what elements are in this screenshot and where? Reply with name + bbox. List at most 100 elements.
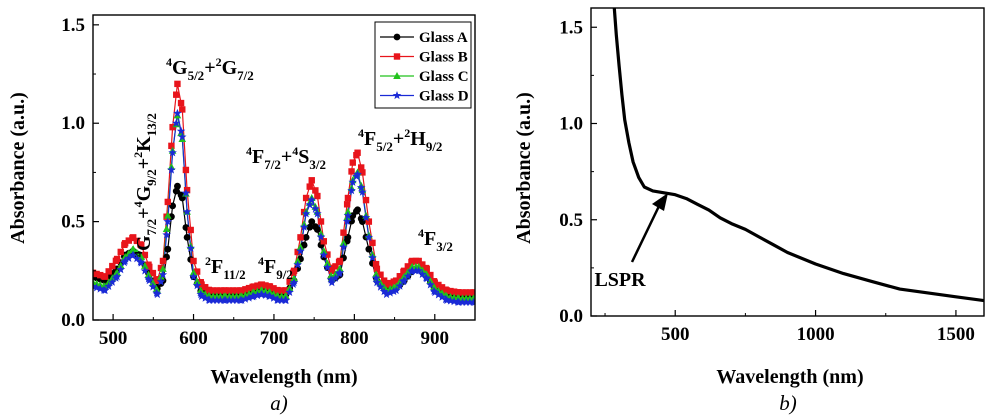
data-point <box>426 276 435 284</box>
data-point <box>162 230 171 239</box>
y-tick-label: 1.5 <box>61 15 85 36</box>
data-point <box>358 187 367 196</box>
data-point <box>465 297 475 306</box>
data-point <box>156 277 166 286</box>
data-point <box>145 276 154 285</box>
data-point <box>431 279 438 286</box>
panel-b-y-axis-label: Absorbance (a.u.) <box>513 92 535 244</box>
panel-b-plot-frame <box>590 7 985 317</box>
data-point <box>290 274 298 282</box>
legend-marker <box>393 53 401 60</box>
legend-item-glass-d: Glass D <box>380 89 469 105</box>
annotation-4g52-2g72: 4G5/2+2G7/2 <box>166 55 254 83</box>
legend-box <box>374 21 472 109</box>
data-point <box>437 292 447 301</box>
panel-a-legend: Glass A Glass B Glass C Glass D <box>374 21 472 109</box>
data-point <box>197 291 206 300</box>
data-point <box>228 295 238 304</box>
data-point <box>101 273 109 280</box>
legend-marker <box>393 33 401 41</box>
y-tick-label: 1.0 <box>61 113 85 134</box>
data-point <box>178 132 187 141</box>
data-point <box>297 234 304 241</box>
legend-label: Glass B <box>419 50 468 66</box>
data-point <box>324 251 331 258</box>
x-tick-label: 500 <box>99 328 128 349</box>
data-point <box>308 218 316 226</box>
data-point <box>447 287 454 295</box>
data-point <box>112 272 122 281</box>
data-point <box>233 287 240 294</box>
data-point <box>164 245 172 253</box>
data-point <box>168 142 175 150</box>
data-point <box>401 267 408 275</box>
panel-b-ticks: 500 1000 1500 0.0 0.5 1.0 1.5 <box>559 17 975 345</box>
absorbance-curve <box>612 8 984 303</box>
data-point <box>245 284 253 292</box>
data-point <box>371 273 381 282</box>
data-point <box>365 218 373 225</box>
data-point <box>109 262 116 270</box>
x-tick-label: 600 <box>179 328 208 349</box>
data-point <box>354 149 361 156</box>
data-point <box>423 265 430 273</box>
data-point <box>359 169 366 176</box>
annotation-4f32: 4F3/2 <box>418 226 453 254</box>
data-point <box>277 295 286 304</box>
data-point <box>138 242 145 249</box>
data-point <box>282 287 290 294</box>
data-point <box>383 281 390 288</box>
data-point <box>130 234 137 241</box>
data-point <box>97 271 104 279</box>
data-point <box>430 288 440 297</box>
data-point <box>356 183 366 192</box>
data-point <box>454 297 464 306</box>
data-point <box>108 277 117 286</box>
data-point <box>96 284 105 293</box>
data-point <box>241 294 250 303</box>
data-point <box>305 200 314 209</box>
data-point <box>193 277 201 285</box>
data-point <box>320 238 328 245</box>
data-point <box>198 281 205 288</box>
data-point <box>187 226 194 234</box>
data-point <box>129 245 138 253</box>
data-point <box>415 257 422 265</box>
data-point <box>349 159 356 166</box>
data-point <box>342 216 352 226</box>
data-point <box>258 281 266 288</box>
panel-a-ticks: 500 600 700 800 900 0.0 0.5 1.0 1.5 <box>61 15 449 349</box>
data-point <box>141 261 149 269</box>
lspr-label: LSPR <box>594 269 646 291</box>
legend-label: Glass A <box>419 30 468 46</box>
data-point <box>289 278 299 287</box>
data-point <box>391 286 401 295</box>
data-point <box>205 295 214 304</box>
data-point <box>270 285 277 292</box>
data-point <box>238 287 245 294</box>
data-point <box>93 282 98 291</box>
panel-a-x-axis-label: Wavelength (nm) <box>210 366 357 388</box>
data-point <box>285 284 294 292</box>
data-point <box>438 284 446 291</box>
data-point <box>340 229 347 236</box>
data-point <box>427 271 434 279</box>
data-point <box>422 274 431 283</box>
data-point <box>274 287 282 294</box>
data-point <box>392 277 400 284</box>
data-point <box>348 168 355 175</box>
y-tick-label: 1.0 <box>559 114 583 135</box>
data-point <box>105 268 112 275</box>
data-point <box>365 245 373 253</box>
data-point <box>285 287 294 296</box>
data-point <box>313 226 321 233</box>
data-point <box>226 287 233 294</box>
data-point <box>159 264 167 272</box>
data-point <box>455 289 463 296</box>
data-point <box>149 269 157 277</box>
data-point <box>312 187 319 194</box>
panel-b: 500 1000 1500 0.0 0.5 1.0 1.5 LSPR Wavelength … <box>513 7 985 415</box>
data-point <box>133 237 141 245</box>
data-point <box>399 276 409 285</box>
